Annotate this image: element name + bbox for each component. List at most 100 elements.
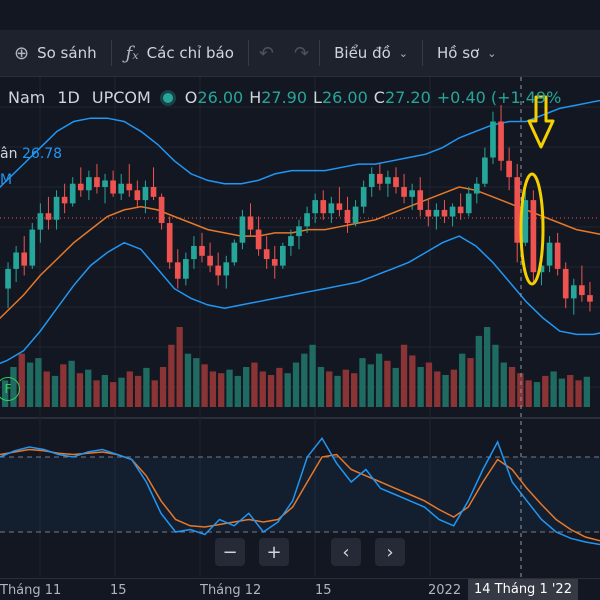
candlestick — [457, 193, 464, 220]
candlestick — [498, 105, 504, 171]
volume-bar — [242, 367, 250, 407]
chevron-down-icon: ⌄ — [487, 46, 497, 60]
candle-body — [102, 180, 108, 187]
candlestick — [134, 180, 141, 207]
undo-icon[interactable]: ↶ — [258, 42, 275, 64]
high-value: H27.90 — [249, 88, 307, 107]
chart-type-label: Biểu đồ — [334, 44, 391, 62]
high-key: H — [249, 88, 262, 107]
candle-body — [247, 216, 254, 230]
candle-body — [312, 200, 318, 214]
volume-bar — [93, 380, 100, 407]
candle-body — [134, 190, 141, 201]
price-chart[interactable] — [0, 77, 600, 577]
candle-body — [174, 262, 181, 279]
volume-bar — [60, 364, 67, 407]
candle-body — [368, 173, 375, 187]
candle-body — [29, 229, 36, 266]
time-tick: 15 — [110, 583, 127, 598]
candle-body — [385, 177, 391, 184]
candlestick — [207, 242, 213, 273]
event-badge[interactable]: F — [0, 377, 20, 401]
volume-bar — [508, 367, 516, 407]
candle-body — [401, 187, 407, 197]
candlestick — [570, 278, 577, 315]
indicators-button[interactable]: ƒₓ Các chỉ báo — [112, 30, 248, 76]
candle-body — [449, 206, 456, 217]
candlestick — [53, 190, 60, 230]
candle-body — [215, 265, 222, 276]
candle-body — [587, 295, 593, 302]
candlestick — [288, 229, 294, 256]
zoom-out-button[interactable]: − — [215, 538, 245, 566]
candlestick — [360, 180, 367, 214]
candle-body — [409, 190, 415, 197]
candle-body — [336, 203, 343, 210]
candlesticks — [5, 105, 593, 315]
volume-bar — [367, 364, 374, 407]
candle-body — [21, 252, 28, 266]
candle-body — [191, 245, 197, 260]
volume-bar — [342, 369, 350, 407]
candle-body — [118, 183, 125, 194]
chevron-down-icon: ⌄ — [398, 46, 408, 60]
candle-body — [530, 200, 537, 273]
plus-circle-icon: ⊕ — [14, 42, 30, 64]
volume-bar — [267, 375, 275, 407]
volume-bar — [101, 375, 109, 407]
toolbar-divider — [110, 40, 112, 66]
volume-bar — [575, 380, 582, 407]
candlestick — [506, 147, 512, 191]
time-axis[interactable]: Tháng 11 15 Tháng 12 15 2022 — [0, 578, 600, 600]
candlestick — [223, 255, 230, 289]
scroll-left-button[interactable]: ‹ — [331, 538, 361, 566]
candlestick — [142, 180, 149, 214]
candle-body — [94, 177, 100, 187]
profile-button[interactable]: Hồ sơ ⌄ — [423, 30, 510, 76]
volume-bar — [184, 353, 192, 407]
candlestick — [449, 203, 456, 227]
scroll-right-button[interactable]: › — [375, 538, 405, 566]
candle-body — [61, 196, 68, 204]
exchange-label: UPCOM — [91, 88, 151, 107]
volume-bar — [251, 362, 258, 407]
candlestick — [522, 190, 529, 246]
market-status-icon — [162, 92, 173, 103]
volume-bar — [168, 344, 175, 407]
compare-label: So sánh — [37, 44, 97, 62]
candlestick — [328, 196, 335, 224]
candlestick — [376, 164, 383, 191]
volume-bar — [68, 360, 75, 407]
candle-body — [554, 242, 561, 269]
chart-type-button[interactable]: Biểu đồ ⌄ — [320, 30, 422, 76]
candlestick — [13, 245, 19, 282]
volume-bar — [583, 376, 590, 407]
volume-bar — [143, 367, 150, 407]
change-value: +0.40 (+1.49% — [436, 88, 562, 107]
volume-bar — [492, 344, 499, 407]
volume-bar — [201, 364, 208, 407]
volume-bar — [326, 371, 333, 407]
candlestick — [102, 173, 108, 204]
volume-bar — [76, 373, 84, 407]
zoom-in-button[interactable]: + — [259, 538, 289, 566]
redo-icon[interactable]: ↷ — [294, 42, 310, 64]
toolbar-divider — [422, 40, 423, 66]
volume-bar — [118, 377, 125, 407]
toolbar-divider — [247, 40, 249, 66]
candlestick — [344, 196, 351, 233]
candlestick — [562, 262, 569, 309]
candle-body — [77, 183, 84, 191]
candle-body — [441, 209, 448, 217]
volume-bar — [550, 371, 557, 407]
candlestick — [280, 242, 286, 269]
interval-label[interactable]: 1D — [57, 88, 80, 107]
candlestick — [29, 223, 36, 269]
candle-body — [223, 262, 230, 276]
volume-bar — [309, 344, 316, 407]
stochastic-oscillator — [0, 436, 600, 546]
candle-body — [199, 245, 205, 256]
compare-button[interactable]: ⊕ So sánh — [0, 30, 111, 76]
low-value: L26.00 — [313, 88, 368, 107]
